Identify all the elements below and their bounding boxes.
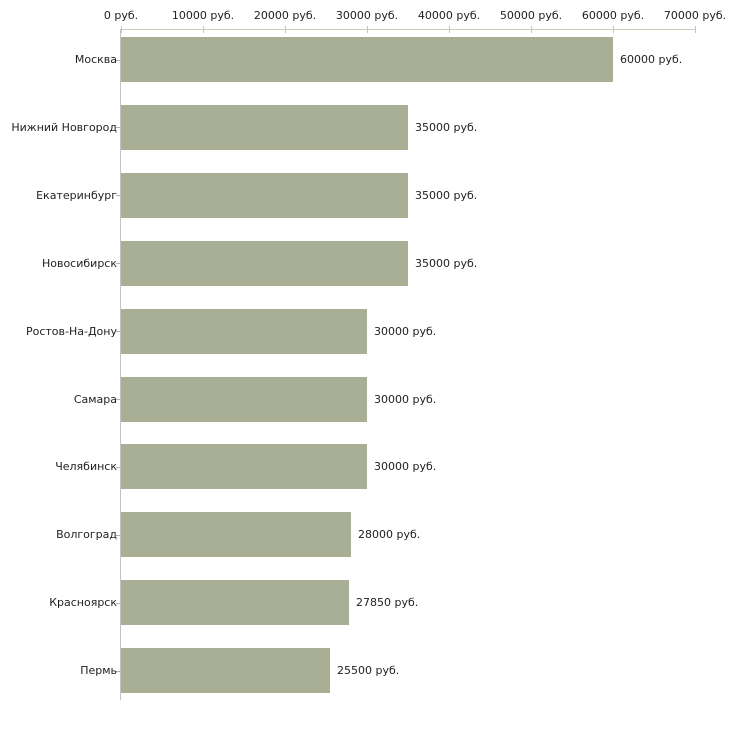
bar: [121, 308, 367, 354]
category-label: Новосибирск: [41, 257, 117, 270]
value-label: 30000 руб.: [374, 460, 437, 473]
bar: [121, 376, 367, 422]
value-label: 60000 руб.: [620, 53, 683, 66]
category-label: Ростов-На-Дону: [25, 325, 117, 338]
category-label: Волгоград: [56, 528, 117, 541]
category-tick: [116, 263, 121, 264]
bar: [121, 444, 367, 490]
bar: [121, 104, 408, 150]
category-tick: [116, 535, 121, 536]
value-label: 30000 руб.: [374, 393, 437, 406]
category-tick: [116, 671, 121, 672]
x-axis-tick-label: 40000 руб.: [417, 9, 481, 22]
category-label: Нижний Новгород: [11, 121, 117, 134]
bar: [121, 172, 408, 218]
bar: [121, 240, 408, 286]
value-label: 35000 руб.: [415, 189, 478, 202]
category-label: Екатеринбург: [36, 189, 117, 202]
category-tick: [116, 603, 121, 604]
x-axis-tick-label: 0 руб.: [103, 9, 139, 22]
category-tick: [116, 60, 121, 61]
category-tick: [116, 195, 121, 196]
x-axis-tick: [613, 26, 614, 33]
x-axis-tick: [285, 26, 286, 33]
y-axis-line: [120, 29, 121, 700]
x-axis-tick-label: 20000 руб.: [253, 9, 317, 22]
x-axis-tick: [531, 26, 532, 33]
bar: [121, 512, 351, 558]
category-label: Пермь: [80, 664, 117, 677]
x-axis-tick-label: 50000 руб.: [499, 9, 563, 22]
bar: [121, 648, 330, 694]
x-axis-tick-label: 10000 руб.: [171, 9, 235, 22]
value-label: 35000 руб.: [415, 257, 478, 270]
x-axis-tick: [449, 26, 450, 33]
category-tick: [116, 127, 121, 128]
x-axis-tick: [695, 26, 696, 33]
bar: [121, 580, 349, 626]
x-axis-tick: [367, 26, 368, 33]
value-label: 25500 руб.: [337, 664, 400, 677]
category-label: Челябинск: [55, 460, 117, 473]
x-axis-tick-label: 30000 руб.: [335, 9, 399, 22]
x-axis-tick: [121, 26, 122, 33]
x-axis-line: [121, 29, 695, 30]
category-label: Москва: [74, 53, 117, 66]
x-axis-tick: [203, 26, 204, 33]
category-label: Самара: [73, 393, 117, 406]
category-tick: [116, 467, 121, 468]
x-axis-tick-label: 60000 руб.: [581, 9, 645, 22]
category-tick: [116, 399, 121, 400]
value-label: 35000 руб.: [415, 121, 478, 134]
category-label: Красноярск: [49, 596, 117, 609]
value-label: 28000 руб.: [358, 528, 421, 541]
category-tick: [116, 331, 121, 332]
x-axis-tick-label: 70000 руб.: [663, 9, 727, 22]
value-label: 30000 руб.: [374, 325, 437, 338]
bar: [121, 37, 613, 82]
value-label: 27850 руб.: [356, 596, 419, 609]
